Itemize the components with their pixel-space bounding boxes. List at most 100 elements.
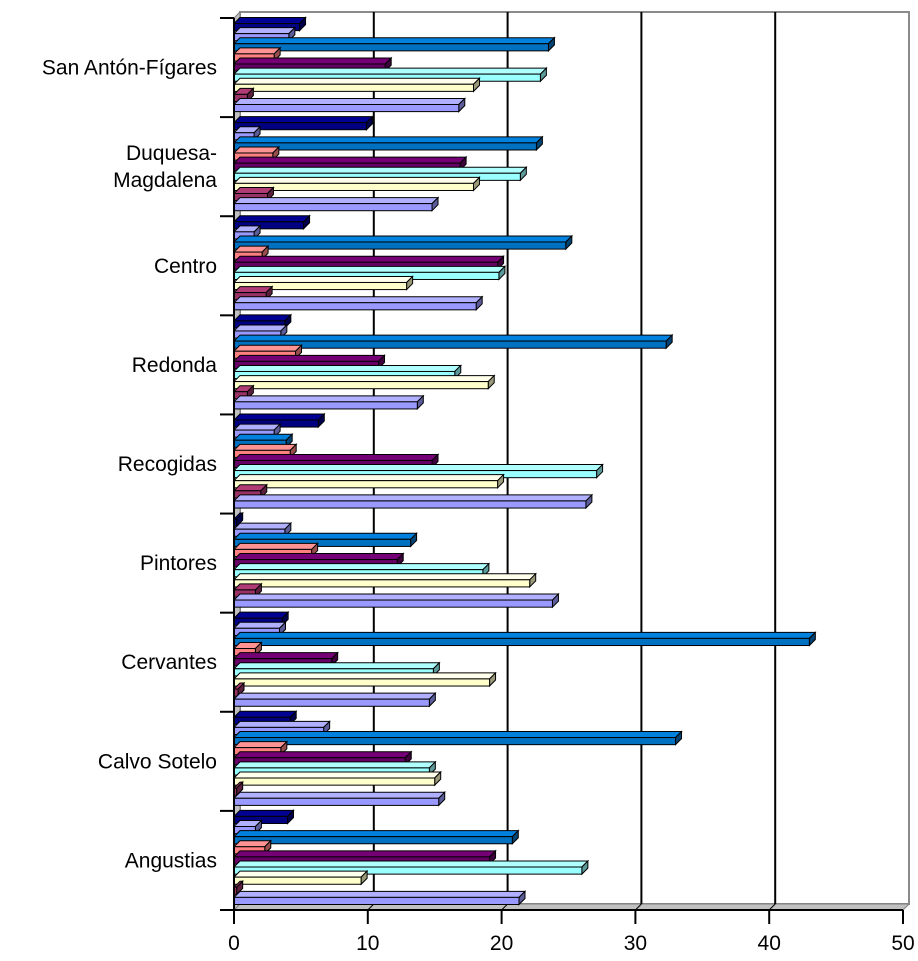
- bar-top-face: [232, 741, 289, 749]
- bar-front-face: [233, 381, 489, 390]
- category-label: San Antón-Fígares: [42, 57, 217, 80]
- bar-top-face: [232, 563, 491, 571]
- bar: [232, 214, 311, 231]
- bar-top-face: [232, 314, 293, 322]
- axes: [220, 17, 904, 924]
- bar-top-face: [232, 433, 294, 441]
- bar-top-face: [232, 494, 594, 502]
- bar-front-face: [233, 83, 475, 92]
- bar: [232, 295, 484, 312]
- bar: [232, 890, 527, 906]
- bar-front-face: [233, 500, 587, 509]
- bar: [232, 374, 496, 390]
- category-label: Recogidas: [118, 453, 217, 476]
- bar-top-face: [232, 265, 507, 273]
- bar: [232, 691, 437, 708]
- bar: [232, 77, 481, 93]
- bar: [232, 572, 537, 589]
- category-label: Angustias: [125, 849, 217, 872]
- bar-front-face: [233, 876, 362, 885]
- bar-top-face: [232, 611, 290, 619]
- bar-top-face: [232, 354, 386, 362]
- bar-top-face: [232, 67, 548, 75]
- bar-top-face: [232, 710, 298, 718]
- bar: [232, 473, 505, 490]
- bar: [232, 234, 574, 251]
- bar-top-face: [232, 166, 528, 174]
- bar-top-face: [232, 662, 441, 670]
- bar-top-face: [232, 542, 319, 550]
- bar: [232, 176, 481, 192]
- bar-top-face: [232, 522, 293, 530]
- bar-front-face: [233, 836, 513, 845]
- bar: [232, 641, 263, 657]
- bar: [232, 36, 556, 53]
- bar-top-face: [232, 395, 425, 403]
- bar-front-face: [233, 678, 491, 687]
- bar-top-face: [232, 136, 544, 144]
- bar-top-face: [232, 621, 287, 629]
- bar-front-face: [233, 480, 499, 489]
- labels: 0 10 20 30 40 50 San Antón-Fígares Duquesa-Magd…: [42, 57, 915, 955]
- bar-front-face: [233, 637, 810, 647]
- x-tick-label: 10: [356, 932, 379, 955]
- bar-top-face: [232, 255, 505, 263]
- bar-front-face: [233, 43, 549, 52]
- bar-front-face: [233, 302, 477, 311]
- bar-top-face: [232, 186, 275, 194]
- category-label: Duquesa-Magdalena: [113, 142, 217, 192]
- bar-top-face: [232, 375, 496, 383]
- bar-front-face: [233, 103, 460, 113]
- bar-top-face: [232, 57, 393, 65]
- bar: [232, 671, 497, 688]
- bar: [232, 493, 594, 510]
- x-tick-label: 50: [891, 932, 914, 955]
- bar-top-face: [232, 830, 520, 838]
- bar: [232, 869, 369, 886]
- category-label: Centro: [154, 255, 217, 278]
- bar: [232, 196, 440, 212]
- bar-top-face: [232, 532, 418, 540]
- bar-top-face: [232, 235, 574, 243]
- bar: [232, 681, 246, 698]
- bar-top-face: [232, 215, 311, 223]
- bar: [232, 354, 386, 370]
- bar-top-face: [232, 850, 497, 858]
- bar: [232, 56, 393, 73]
- bar-front-face: [233, 737, 677, 746]
- bar: [232, 412, 326, 429]
- bar-top-face: [232, 413, 326, 421]
- bar-top-face: [232, 334, 674, 342]
- bar-top-face: [232, 791, 446, 799]
- bar: [232, 521, 293, 538]
- bar-front-face: [233, 896, 520, 905]
- bar-front-face: [233, 203, 433, 212]
- bar: [232, 511, 244, 528]
- bar-top-face: [232, 720, 331, 728]
- bar-top-face: [232, 751, 413, 759]
- bar-top-face: [232, 344, 303, 352]
- bar: [232, 592, 560, 609]
- bar-top-face: [232, 156, 468, 164]
- bar-top-face: [232, 731, 683, 739]
- bar: [232, 859, 590, 876]
- bar: [232, 135, 544, 152]
- bar-top-face: [232, 761, 437, 769]
- bar: [232, 125, 262, 142]
- bar-top-face: [232, 443, 298, 451]
- bar: [232, 244, 270, 261]
- bar: [232, 343, 303, 360]
- bar: [232, 46, 282, 63]
- bar: [232, 849, 497, 866]
- bar-front-face: [233, 401, 418, 410]
- category-label: Redonda: [132, 354, 218, 377]
- bar: [232, 770, 442, 787]
- bar-top-face: [232, 593, 560, 601]
- bar-top-face: [232, 860, 590, 868]
- bar: [232, 453, 440, 469]
- bar-front-face: [233, 797, 440, 806]
- x-tick-label: 40: [758, 932, 781, 955]
- bar-top-face: [232, 364, 462, 372]
- category-label: Pintores: [140, 552, 217, 575]
